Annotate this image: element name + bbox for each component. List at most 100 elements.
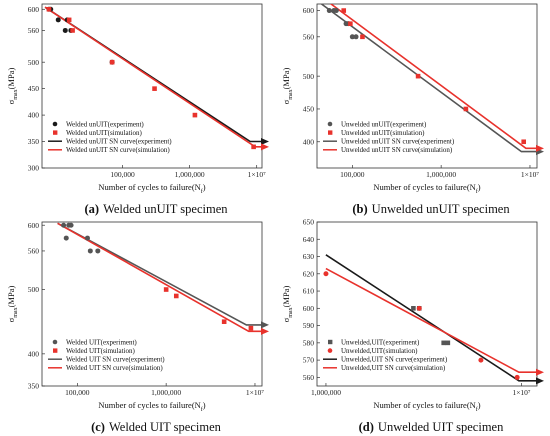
- x-axis-title: Number of cycles to failure(Nf): [98, 182, 205, 195]
- data-point-square: [341, 8, 347, 13]
- data-point-square: [192, 112, 198, 118]
- data-point-circle: [68, 222, 74, 228]
- x-axis-title-sub: f: [201, 406, 203, 413]
- legend-circle-swatch: [52, 121, 58, 127]
- plot-area: [44, 6, 262, 150]
- caption-text: Unwelded unUIT specimen: [372, 202, 511, 216]
- y-tick-label: 350: [28, 137, 40, 146]
- data-point-circle: [349, 34, 355, 40]
- plot-frame: [41, 221, 263, 387]
- plot-frame: [41, 3, 263, 169]
- legend-label: Welded unUIT(simulation): [66, 129, 143, 137]
- sn-curve-arrowhead-3: [261, 327, 269, 335]
- data-point-square: [415, 73, 421, 79]
- y-tick-label: 500: [303, 72, 315, 81]
- sn-curve-arrowhead-3: [261, 143, 269, 151]
- chart-panel-a: 300 350 400 450 500 560 600 100,000 1,000,000 1×1…: [0, 0, 275, 218]
- data-point-square: [251, 144, 256, 150]
- x-axis-title-main: Number of cycles to failure(N: [373, 400, 475, 410]
- data-point-circle: [62, 27, 68, 33]
- data-point-square: [360, 34, 365, 40]
- data-point-square: [163, 287, 169, 292]
- data-point-square: [70, 28, 75, 33]
- y-tick-label: 400: [28, 111, 40, 120]
- y-axis-title: σmax(MPa): [281, 286, 294, 323]
- y-axis-title-main: σ: [6, 317, 16, 322]
- plot-area: [57, 222, 262, 333]
- y-tick-label: 590: [303, 321, 315, 330]
- caption-text: Welded UIT specimen: [109, 420, 222, 434]
- data-point-square: [411, 306, 416, 311]
- data-point-square: [521, 139, 526, 145]
- sn-curve-3: [57, 222, 262, 333]
- y-tick-label: 640: [303, 235, 315, 244]
- x-tick-label: 100,000: [65, 388, 90, 397]
- legend-circle-swatch: [327, 121, 333, 127]
- plot-area: [323, 254, 537, 382]
- x-tick-label: 1,000,000: [151, 388, 181, 397]
- data-point-circle: [95, 248, 101, 254]
- x-axis-title: Number of cycles to failure(Nf): [98, 400, 205, 413]
- y-axis-title-unit: (MPa): [6, 286, 16, 308]
- data-point-circle: [55, 17, 61, 23]
- panel-caption: (a) Welded unUIT specimen: [85, 202, 229, 216]
- y-tick-label: 600: [28, 5, 40, 14]
- data-point-square: [463, 106, 469, 112]
- x-tick-label: 1,000,000: [426, 170, 456, 179]
- sn-curve-3: [325, 267, 537, 373]
- data-point-square: [445, 340, 451, 346]
- y-axis-title: σmax(MPa): [6, 68, 19, 105]
- y-axis-title-unit: (MPa): [281, 68, 291, 90]
- x-tick-label: 1×10⁷: [521, 170, 539, 179]
- legend-label: Welded UIT(simulation): [66, 347, 136, 355]
- legend-square-swatch: [53, 130, 58, 135]
- x-axis-title-end: ): [203, 182, 206, 192]
- x-axis-title: Number of cycles to failure(Nf): [373, 182, 480, 195]
- data-point-circle: [514, 374, 520, 380]
- y-tick-label: 610: [303, 287, 315, 296]
- x-axis-title-sub: f: [476, 406, 478, 413]
- x-axis-title-sub: f: [201, 188, 203, 195]
- y-axis-title-main: σ: [281, 317, 291, 322]
- x-axis-title-end: ): [478, 182, 481, 192]
- x-tick-label: 100,000: [110, 170, 135, 179]
- chart-c-svg: 350 400 500 560 600 100,000 1,000,000 1×10⁷ Numb…: [6, 221, 269, 434]
- y-tick-label: 580: [303, 338, 315, 347]
- y-tick-label: 630: [303, 252, 315, 261]
- x-axis-title-main: Number of cycles to failure(N: [373, 182, 475, 192]
- data-point-circle: [333, 8, 339, 14]
- data-point-square: [173, 293, 179, 299]
- sn-curve-arrowhead-3: [536, 368, 544, 376]
- data-point-circle: [326, 8, 332, 14]
- legend-label: Welded UIT SN curve(simulation): [66, 364, 163, 372]
- chart-d-svg: 560 570 580 590 600 610 620 630 640 650 1,000,000 1…: [281, 218, 544, 434]
- legend-label: Welded UIT(experiment): [66, 338, 137, 346]
- y-tick-label: 570: [303, 356, 315, 365]
- chart-panel-c: 350 400 500 560 600 100,000 1,000,000 1×10⁷ Numb…: [0, 218, 275, 436]
- x-axis-title-end: ): [203, 400, 206, 410]
- y-tick-label: 560: [28, 247, 40, 256]
- y-tick-label: 650: [303, 218, 315, 227]
- legend-label: Unwelded unUIT(experiment): [341, 120, 427, 128]
- caption-prefix: (a): [85, 202, 100, 216]
- x-axis-title: Number of cycles to failure(Nf): [373, 400, 480, 413]
- x-tick-label: 1×10⁷: [246, 388, 264, 397]
- legend-label: Welded UIT SN curve(experiment): [66, 356, 165, 364]
- data-point-square: [348, 21, 353, 26]
- legend-circle-swatch: [327, 348, 333, 353]
- y-tick-label: 560: [303, 373, 315, 382]
- y-axis-title: σmax(MPa): [6, 286, 19, 323]
- y-tick-label: 450: [28, 84, 40, 93]
- y-tick-label: 500: [28, 285, 40, 294]
- sn-curve-2: [321, 4, 537, 153]
- plot-area: [321, 4, 537, 153]
- y-axis-title-unit: (MPa): [6, 68, 16, 90]
- sn-curve-arrowhead-2: [261, 138, 269, 146]
- sn-curve-3: [329, 4, 537, 150]
- y-tick-label: 350: [28, 382, 40, 391]
- y-tick-label: 300: [28, 164, 40, 173]
- legend-square-swatch: [53, 348, 58, 353]
- y-tick-label: 400: [28, 349, 40, 358]
- y-axis-title-unit: (MPa): [281, 286, 291, 308]
- y-tick-label: 560: [303, 32, 315, 41]
